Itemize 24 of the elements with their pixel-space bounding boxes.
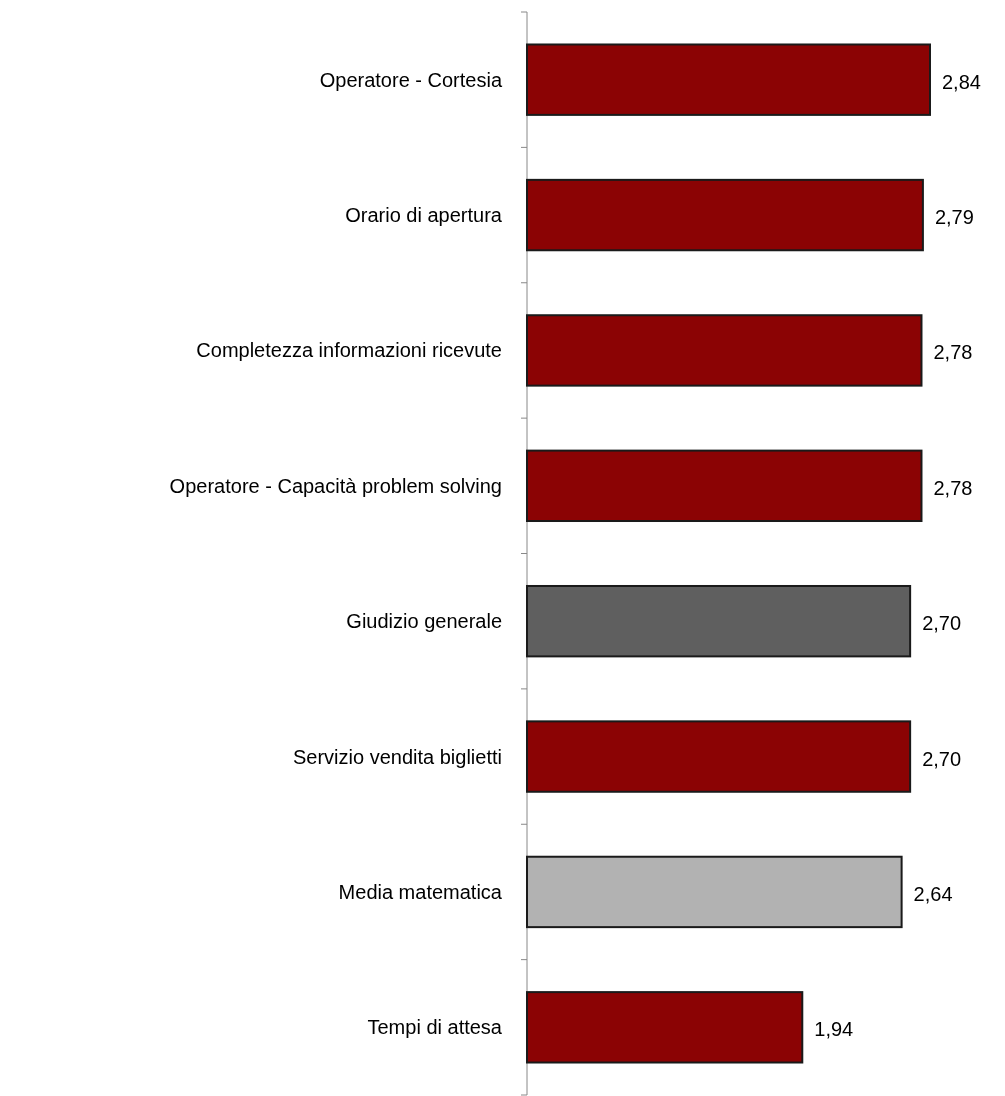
bar: [526, 449, 923, 523]
bar: [526, 584, 912, 658]
data-label: 2,79: [934, 206, 974, 229]
bar: [526, 720, 912, 793]
data-label: 1,94: [814, 1018, 854, 1041]
bar: [526, 314, 923, 387]
y-tick-label: Operatore - Capacità problem solving: [169, 474, 502, 497]
bar: [526, 855, 903, 929]
data-label: 2,78: [933, 341, 973, 364]
y-tick-label: Tempi di attesa: [367, 1016, 503, 1039]
bar: [526, 991, 804, 1064]
bar: [526, 43, 931, 116]
data-label: 2,70: [922, 747, 962, 770]
y-tick-label: Operatore - Cortesia: [319, 68, 503, 91]
data-label: 2,70: [922, 612, 962, 635]
data-label: 2,64: [913, 882, 953, 905]
bar: [526, 178, 924, 252]
data-label: 2,84: [942, 70, 981, 93]
y-tick-label: Orario di apertura: [345, 204, 503, 227]
data-label: 2,78: [933, 476, 973, 499]
y-tick-label: Media matematica: [338, 880, 503, 903]
y-tick-label: Servizio vendita biglietti: [293, 745, 502, 768]
y-tick-label: Giudizio generale: [346, 610, 502, 633]
y-tick-label: Completezza informazioni ricevute: [196, 339, 502, 362]
